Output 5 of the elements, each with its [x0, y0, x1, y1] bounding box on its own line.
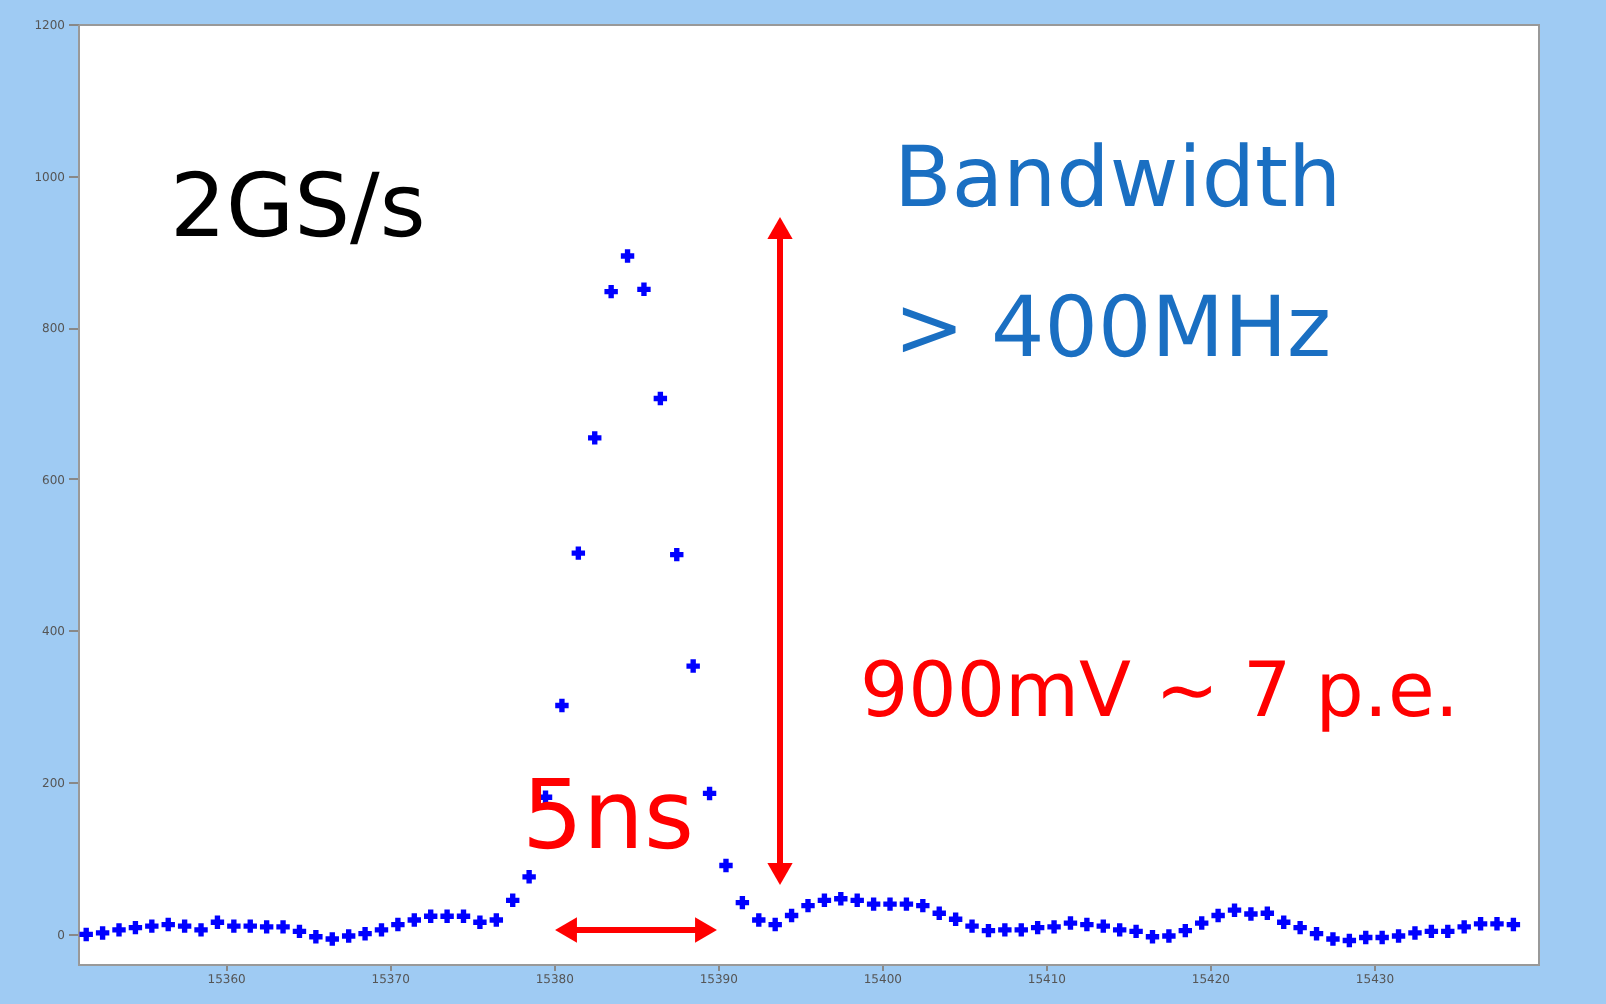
annotation: > 400MHz	[894, 278, 1332, 376]
annotation: 5ns	[522, 760, 694, 872]
annotation: 2GS/s	[170, 156, 426, 258]
annotation: Bandwidth	[894, 128, 1342, 226]
annotation: 900mV ~ 7 p.e.	[860, 646, 1459, 734]
